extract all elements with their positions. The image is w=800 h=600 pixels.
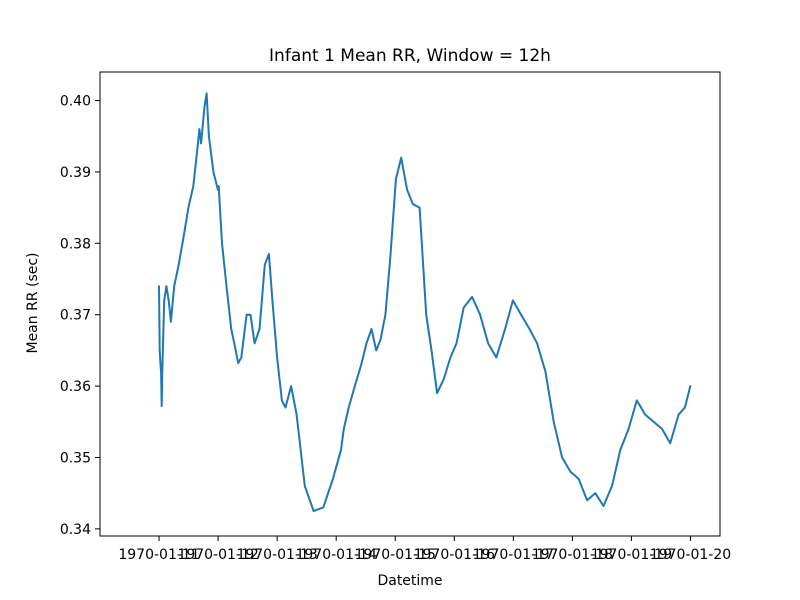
y-tick-label: 0.38 bbox=[60, 236, 91, 252]
x-tick-label: 1970-01-19 bbox=[591, 547, 672, 563]
y-tick-label: 0.39 bbox=[60, 165, 91, 181]
x-tick-label: 1970-01-16 bbox=[414, 547, 495, 563]
axes-frame bbox=[99, 71, 721, 537]
x-tick-label: 1970-01-13 bbox=[236, 547, 317, 563]
x-tick-label: 1970-01-12 bbox=[177, 547, 258, 563]
x-tick-label: 1970-01-11 bbox=[118, 547, 199, 563]
x-tick-label: 1970-01-20 bbox=[650, 547, 731, 563]
x-tick-label: 1970-01-15 bbox=[355, 547, 436, 563]
x-tick-label: 1970-01-14 bbox=[296, 547, 377, 563]
y-tick-label: 0.37 bbox=[60, 308, 91, 324]
y-tick-label: 0.40 bbox=[60, 94, 91, 110]
x-tick-label: 1970-01-18 bbox=[532, 547, 613, 563]
x-tick-label: 1970-01-17 bbox=[473, 547, 554, 563]
series-line-1 bbox=[158, 92, 692, 512]
chart-title: Infant 1 Mean RR, Window = 12h bbox=[269, 46, 551, 66]
y-tick-label: 0.35 bbox=[60, 450, 91, 466]
y-tick-label: 0.34 bbox=[60, 522, 91, 538]
y-axis-label: Mean RR (sec) bbox=[25, 252, 41, 353]
x-axis-label: Datetime bbox=[377, 573, 442, 589]
plot-area: 0.340.350.360.370.380.390.401970-01-1119… bbox=[60, 71, 731, 563]
y-tick-label: 0.36 bbox=[60, 379, 91, 395]
